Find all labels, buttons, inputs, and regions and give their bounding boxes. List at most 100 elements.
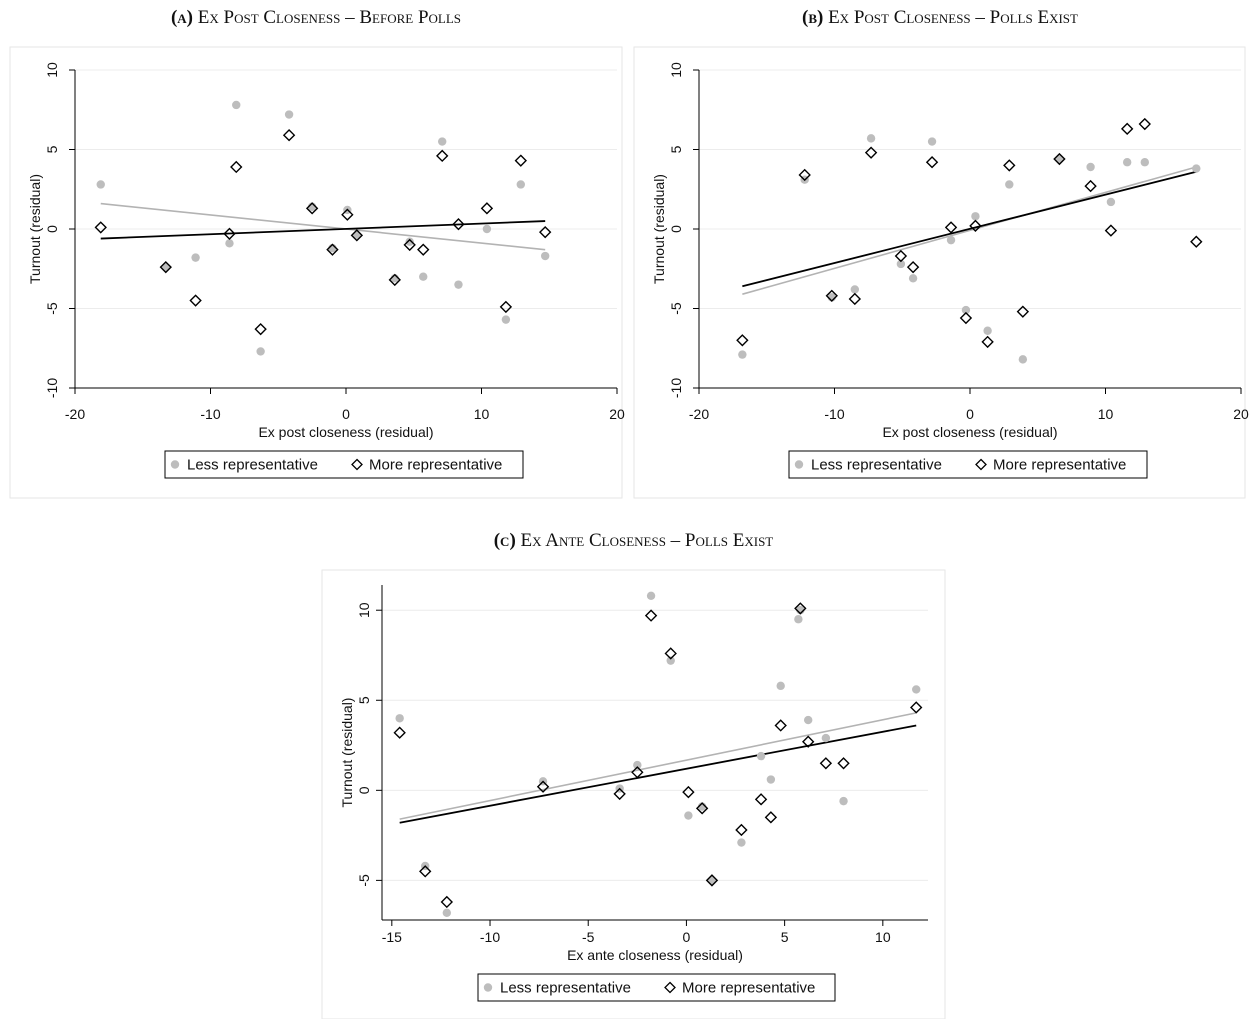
y-tick-label: -5: [44, 302, 60, 315]
point-more-representative: [944, 221, 958, 234]
x-tick-label: -10: [480, 929, 500, 945]
point-less-representative: [794, 615, 803, 624]
panel-c-letter: (c): [493, 530, 516, 551]
y-tick-label: -5: [668, 302, 684, 315]
point-less-representative: [684, 811, 693, 820]
point-more-representative: [305, 202, 319, 215]
point-more-representative: [754, 793, 768, 806]
point-more-representative: [230, 160, 243, 174]
point-less-representative: [971, 212, 980, 221]
point-more-representative: [536, 780, 550, 793]
x-tick-label: -10: [824, 406, 844, 422]
y-tick-label: -10: [44, 378, 60, 398]
x-tick-label: 20: [609, 406, 625, 422]
point-less-representative: [395, 714, 404, 723]
x-tick-label: -5: [582, 929, 595, 945]
point-more-representative: [94, 221, 107, 234]
point-more-representative: [894, 249, 908, 263]
x-tick-label: -15: [382, 929, 402, 945]
point-less-representative: [961, 305, 971, 315]
y-tick-label: -10: [668, 378, 684, 398]
point-less-representative: [96, 180, 105, 189]
point-more-representative: [440, 895, 454, 909]
x-tick-label: -20: [689, 406, 709, 422]
point-less-representative: [1005, 180, 1014, 189]
point-more-representative: [848, 292, 862, 306]
y-tick-label: 10: [668, 62, 684, 78]
x-tick-label: 0: [683, 929, 691, 945]
legend-label-less-representative: Less representative: [811, 457, 942, 474]
point-less-representative: [540, 251, 550, 261]
point-more-representative: [819, 757, 833, 770]
point-more-representative: [864, 146, 878, 159]
panel-b: -20 -10 0 10 20 -10 -5 0 5 10 Ex post closeness (r…: [633, 46, 1249, 499]
point-more-representative: [189, 294, 202, 307]
point-less-representative: [633, 760, 642, 770]
legend-marker-more-representative: [351, 458, 363, 471]
point-more-representative: [959, 311, 973, 325]
panel-c: -15 -10 -5 0 5 10 -5 0 5 10 Ex ante closeness (res…: [321, 569, 946, 1019]
point-more-representative: [419, 865, 432, 878]
point-less-representative: [896, 259, 906, 269]
legend-marker-less-representative: [794, 460, 804, 469]
y-tick-label: 0: [668, 225, 684, 233]
fit-line-less-representative: [742, 166, 1197, 295]
point-more-representative: [436, 149, 449, 163]
fit-line-less-representative: [399, 712, 917, 820]
point-more-representative: [736, 334, 749, 347]
point-more-representative: [1190, 235, 1203, 248]
point-more-representative: [802, 735, 815, 748]
point-more-representative: [538, 225, 552, 239]
panel-b-letter: (b): [802, 7, 824, 28]
legend-label-more-representative: More representative: [369, 457, 502, 474]
x-tick-label: 0: [342, 406, 350, 422]
y-tick-label: 5: [44, 145, 60, 153]
x-tick-label: 5: [781, 929, 789, 945]
y-axis-label: Turnout (residual): [651, 174, 667, 284]
y-axis-label: Turnout (residual): [27, 174, 43, 284]
point-less-representative: [738, 350, 747, 359]
point-less-representative: [866, 134, 876, 143]
y-axis-label: Turnout (residual): [339, 698, 355, 808]
legend-box: [164, 450, 524, 479]
legend-marker-more-representative: [664, 981, 676, 994]
point-more-representative: [1084, 179, 1097, 193]
point-more-representative: [1104, 224, 1118, 237]
y-tick-label: -5: [356, 874, 372, 887]
point-more-representative: [1016, 305, 1030, 318]
point-less-representative: [821, 733, 831, 743]
point-more-representative: [735, 823, 748, 837]
legend-marker-more-representative: [975, 458, 987, 471]
point-less-representative: [161, 262, 170, 272]
fit-line-more-representative: [742, 170, 1197, 288]
point-more-representative: [341, 208, 354, 221]
point-more-representative: [682, 785, 695, 799]
point-less-representative: [1122, 158, 1132, 167]
point-more-representative: [452, 218, 465, 231]
point-less-representative: [946, 235, 956, 245]
point-more-representative: [403, 238, 416, 252]
point-more-representative: [254, 322, 267, 336]
point-more-representative: [764, 811, 778, 824]
panel-c-title-text: Ex Ante Closeness – Polls Exist: [520, 530, 774, 551]
point-less-representative: [839, 796, 848, 806]
x-axis-label: Ex ante closeness (residual): [567, 947, 743, 963]
panel-a-letter: (a): [170, 7, 194, 28]
panel-frame: [321, 569, 946, 1019]
point-less-representative: [803, 715, 813, 725]
point-less-representative: [516, 180, 525, 189]
fit-line-less-representative: [100, 202, 546, 251]
point-less-representative: [352, 231, 362, 240]
point-less-representative: [912, 685, 921, 694]
legend-label-more-representative: More representative: [682, 980, 815, 997]
point-more-representative: [393, 726, 406, 739]
point-more-representative: [223, 227, 236, 240]
point-more-representative: [514, 154, 527, 167]
point-less-representative: [1192, 164, 1201, 173]
y-tick-label: 0: [44, 225, 60, 233]
point-less-representative: [850, 285, 860, 294]
legend-marker-less-representative: [483, 983, 493, 992]
panel-b-title-text: Ex Post Closeness – Polls Exist: [828, 7, 1078, 28]
point-less-representative: [927, 137, 937, 146]
panel-a-title: (a) Ex Post Closeness – Before Polls: [10, 7, 622, 29]
